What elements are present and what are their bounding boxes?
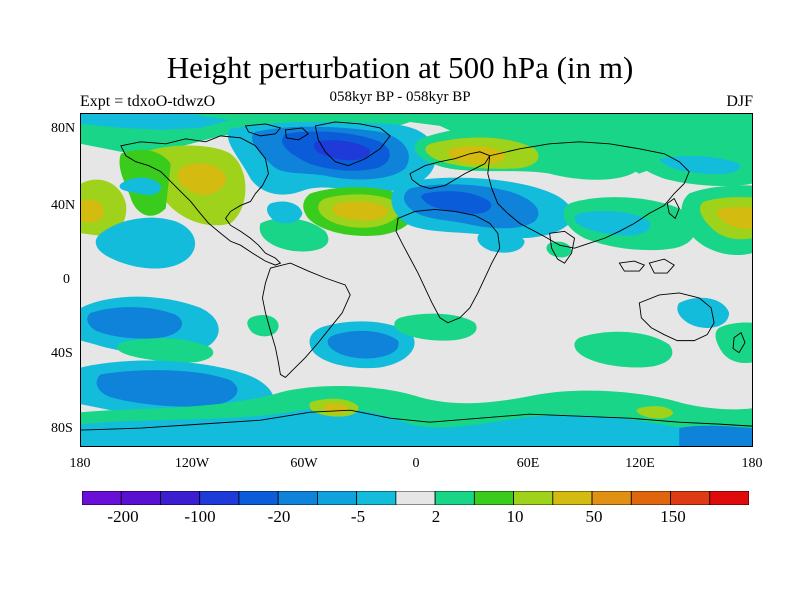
contour-darkblue-europe: [421, 191, 492, 214]
lon-tick-label: 0: [412, 456, 420, 471]
contour-green-nafrica-west: [259, 218, 329, 252]
lon-tick-label: 120E: [625, 456, 655, 471]
colorbar-swatch: [473, 491, 514, 505]
colorbar-swatch: [591, 491, 632, 505]
season-label: DJF: [726, 93, 753, 110]
contour-cyan-pacific-mid: [95, 217, 196, 269]
colorbar-swatch: [630, 491, 671, 505]
contour-cyan-eastasia: [574, 211, 651, 236]
contour-green-indian: [574, 331, 673, 368]
contour-blue-antarctic-edge: [679, 425, 752, 446]
colorbar-swatch: [238, 491, 279, 505]
contour-green-south-africa: [394, 313, 477, 341]
lon-tick-label: 180: [69, 456, 91, 471]
lat-tick-label: 80N: [51, 121, 76, 136]
contour-cyan-gulf: [267, 201, 303, 224]
contour-blue-south-pacific: [87, 307, 183, 339]
contour-blue-south-atlantic: [327, 330, 399, 359]
experiment-label: Expt = tdxoO-tdwzO: [80, 93, 216, 110]
map-title: Height perturbation at 500 hPa (in m): [166, 50, 634, 85]
colorbar-swatch: [199, 491, 240, 505]
contour-gold-midatlantic: [332, 201, 389, 221]
colorbar-swatch: [356, 491, 397, 505]
contour-cyan-pacific-north: [81, 114, 231, 130]
contour-gold-pacific-west: [81, 199, 104, 223]
colorbar-swatch: [395, 491, 436, 505]
contour-cyan-npacific-east: [659, 156, 740, 175]
lat-tick-label: 80S: [51, 421, 73, 436]
contour-blue-south-pacific-south: [96, 370, 238, 407]
contour-green-india: [546, 241, 572, 258]
contour-royal-greenland: [313, 140, 371, 161]
contour-lime-antarctic-east: [636, 406, 674, 419]
contour-cyan-middle-east: [477, 230, 525, 253]
colorbar-swatch: [513, 491, 554, 505]
colorbar-label: -5: [350, 507, 366, 526]
colorbar-swatch: [160, 491, 201, 505]
lat-tick-label: 40S: [51, 346, 73, 361]
colorbar-swatch: [434, 491, 475, 505]
colorbar: [82, 491, 749, 505]
contour-gold-eurasia: [448, 146, 506, 165]
colorbar-label: 50: [585, 507, 603, 526]
lon-tick-label: 180: [741, 456, 763, 471]
colorbar-label: 2: [431, 507, 441, 526]
lon-tick-label: 60W: [290, 456, 318, 471]
colorbar-swatch: [317, 491, 358, 505]
contour-gold-dateline: [716, 206, 752, 229]
lat-tick-label: 0: [63, 272, 70, 287]
coastlines: [81, 121, 752, 431]
lon-tick-label: 60E: [516, 456, 540, 471]
lat-tick-label: 40N: [51, 198, 76, 213]
colorbar-swatch: [277, 491, 318, 505]
contour-green-south-pacific-top: [117, 338, 214, 363]
colorbar-label: 150: [660, 507, 686, 526]
contour-cyan-hawaii: [119, 177, 161, 196]
height-perturbation-map: [80, 113, 753, 447]
lon-tick-label: 120W: [174, 456, 210, 471]
period-label: 058kyr BP - 058kyr BP: [329, 89, 471, 105]
colorbar-label: -200: [107, 507, 139, 526]
colorbar-swatch: [552, 491, 593, 505]
colorbar-label: -100: [184, 507, 216, 526]
contour-gold-na-west: [177, 163, 226, 195]
colorbar-label: -20: [267, 507, 291, 526]
colorbar-swatch: [82, 491, 122, 505]
colorbar-swatch: [670, 491, 711, 505]
colorbar-label: 10: [506, 507, 524, 526]
contour-cyan-indian: [677, 297, 730, 328]
colorbar-swatch: [120, 491, 161, 505]
colorbar-swatch: [709, 491, 749, 505]
contour-cyan-southern-ocean: [81, 408, 752, 446]
